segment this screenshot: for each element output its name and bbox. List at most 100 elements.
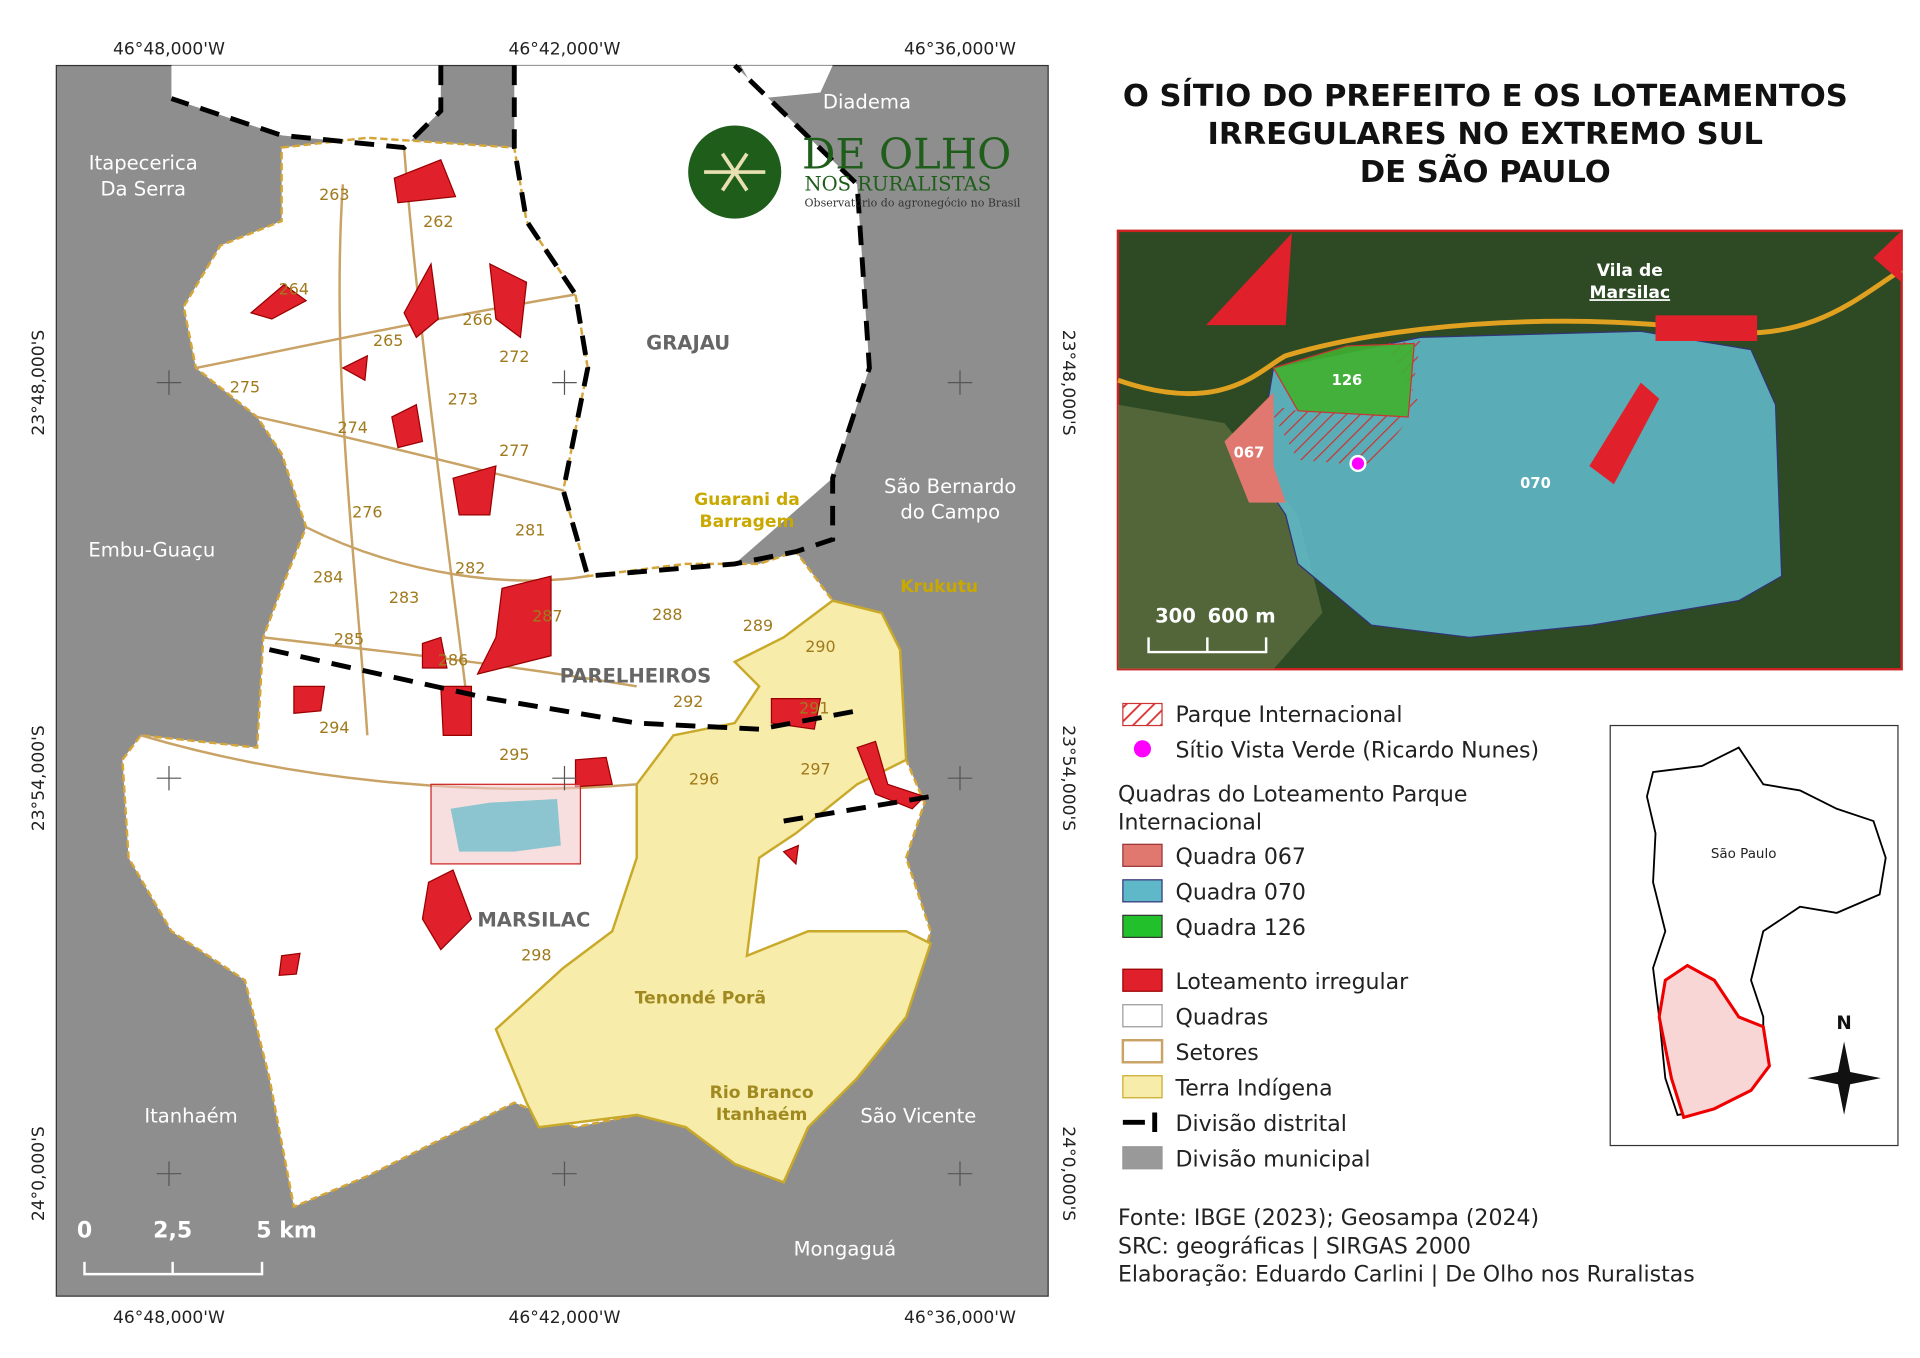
legend-swatch xyxy=(1122,702,1163,727)
legend-swatch xyxy=(1122,879,1163,903)
sector-label: 276 xyxy=(352,502,382,521)
latitude: 23°54,000'S xyxy=(29,725,49,831)
irregular-lot xyxy=(1589,382,1660,485)
credit: Elaboração: Eduardo Carlini | De Olho no… xyxy=(1118,1262,1695,1287)
place-label: Mongaguá xyxy=(794,1238,897,1261)
sector-label: 274 xyxy=(337,418,367,437)
locator-label: São Paulo xyxy=(1711,847,1777,862)
sector-label: 287 xyxy=(532,606,562,625)
legend-label: Quadra 070 xyxy=(1176,880,1306,905)
scale-bar: 0 2,5 5 km xyxy=(77,1218,317,1276)
lot-label: 067 xyxy=(1234,444,1265,461)
fields xyxy=(1117,404,1323,670)
sector-label: 264 xyxy=(279,280,309,299)
place-label: São Bernardo xyxy=(884,475,1016,498)
sector-label: 296 xyxy=(689,769,719,788)
title: IRREGULARES NO EXTREMO SUL xyxy=(1208,117,1763,152)
lot-label: 070 xyxy=(1520,475,1551,492)
longitude: 46°42,000'W xyxy=(509,40,621,60)
sector-label: 288 xyxy=(652,605,682,624)
inset-scale-label: 300 xyxy=(1155,605,1196,628)
village-label: Vila de xyxy=(1597,261,1663,281)
north-label: N xyxy=(1836,1013,1851,1034)
irregular-lot xyxy=(1873,230,1902,283)
place-label: Embu-Guaçu xyxy=(88,539,215,562)
legend-label: Terra Indígena xyxy=(1175,1076,1333,1101)
sector-label: 266 xyxy=(462,310,492,329)
legend-heading: Internacional xyxy=(1118,811,1262,836)
latitude: 24°0,000'S xyxy=(29,1126,49,1221)
locator-map: São Paulo N xyxy=(1609,724,1899,1147)
legend-items: Quadra 067 Quadra 070 Quadra 126 Loteamento… xyxy=(1121,843,1410,1172)
sector-label: 285 xyxy=(334,630,364,649)
credit: SRC: geográficas | SIRGAS 2000 xyxy=(1118,1234,1471,1259)
place-label: Itapecerica xyxy=(89,152,198,175)
latitude: 23°48,000'S xyxy=(29,330,49,436)
latitude: 23°54,000'S xyxy=(1058,725,1078,831)
sector-label: 265 xyxy=(373,331,403,350)
quadra-126 xyxy=(1272,342,1415,418)
logo-name: DE OLHO xyxy=(802,129,1011,178)
scale-label: 5 km xyxy=(256,1218,317,1243)
legend-label: Loteamento irregular xyxy=(1176,970,1410,995)
inset-scale-line xyxy=(1147,637,1268,654)
place-label: Krukutu xyxy=(900,577,978,597)
place-label: Tenondé Porã xyxy=(635,988,766,1008)
sector-label: 284 xyxy=(313,567,343,586)
legend-swatch xyxy=(1133,740,1152,758)
legend-label: Quadras xyxy=(1176,1005,1269,1030)
sector-labels: 263 262 264 266 265 272 275 273 274 277 276 281 282 2… xyxy=(230,185,836,964)
legend-label: Quadra 067 xyxy=(1176,845,1306,870)
sector-label: 291 xyxy=(799,698,829,717)
place-label: Itanhaém xyxy=(144,1104,237,1127)
legend-swatch xyxy=(1122,1075,1163,1099)
sector-label: 277 xyxy=(499,441,529,460)
legend-swatch xyxy=(1122,1146,1163,1170)
sector-label: 273 xyxy=(448,390,478,409)
sector-label: 295 xyxy=(499,745,529,764)
legend-swatch xyxy=(1121,1039,1164,1064)
sector-label: 263 xyxy=(319,185,349,204)
place-label: Barragem xyxy=(700,512,795,532)
legend-heading: Quadras do Loteamento Parque xyxy=(1118,782,1467,807)
irregular-lot xyxy=(1655,315,1758,342)
sector-label: 289 xyxy=(743,616,773,635)
sector-label: 298 xyxy=(521,946,551,965)
place-label: Rio Branco xyxy=(710,1083,814,1103)
longitude: 46°42,000'W xyxy=(509,1308,621,1328)
scale-line xyxy=(83,1261,264,1276)
place-label: São Vicente xyxy=(860,1104,976,1127)
legend-swatch xyxy=(1122,914,1163,938)
legend-label: Sítio Vista Verde (Ricardo Nunes) xyxy=(1176,738,1540,763)
longitude: 46°36,000'W xyxy=(904,1308,1016,1328)
main-map: DE OLHO NOS RURALISTAS Observatório do a… xyxy=(29,40,1078,1329)
place-label: Itanhaém xyxy=(716,1105,808,1125)
detail-inset: Vila de Marsilac 126 067 070 300 600 m xyxy=(1116,229,1903,671)
place-label: do Campo xyxy=(900,501,1000,524)
sector-label: 292 xyxy=(673,692,703,711)
legend-label: Quadra 126 xyxy=(1176,916,1306,941)
place-label: Diadema xyxy=(823,90,911,113)
sector-label: 275 xyxy=(230,377,260,396)
sector-label: 281 xyxy=(515,521,545,540)
scale-label: 0 xyxy=(77,1218,92,1243)
sector-label: 282 xyxy=(455,559,485,578)
title: DE SÃO PAULO xyxy=(1360,153,1611,190)
longitude: 46°48,000'W xyxy=(113,40,225,60)
logo-tagline: Observatório do agronegócio no Brasil xyxy=(804,196,1020,209)
indigenous-land xyxy=(494,599,933,1184)
legend-swatch xyxy=(1122,1112,1158,1133)
legend-swatch xyxy=(1122,1004,1163,1028)
sector-label: 286 xyxy=(438,651,468,670)
logo: DE OLHO NOS RURALISTAS Observatório do a… xyxy=(688,125,1021,219)
road xyxy=(1117,267,1903,397)
longitude: 46°36,000'W xyxy=(904,40,1016,60)
grid-crosses xyxy=(156,370,973,1186)
diadema xyxy=(740,65,833,99)
place-label: Da Serra xyxy=(100,177,186,200)
legend-swatch xyxy=(1122,843,1163,867)
sector-label: 297 xyxy=(800,760,830,779)
place-label: PARELHEIROS xyxy=(560,665,712,688)
